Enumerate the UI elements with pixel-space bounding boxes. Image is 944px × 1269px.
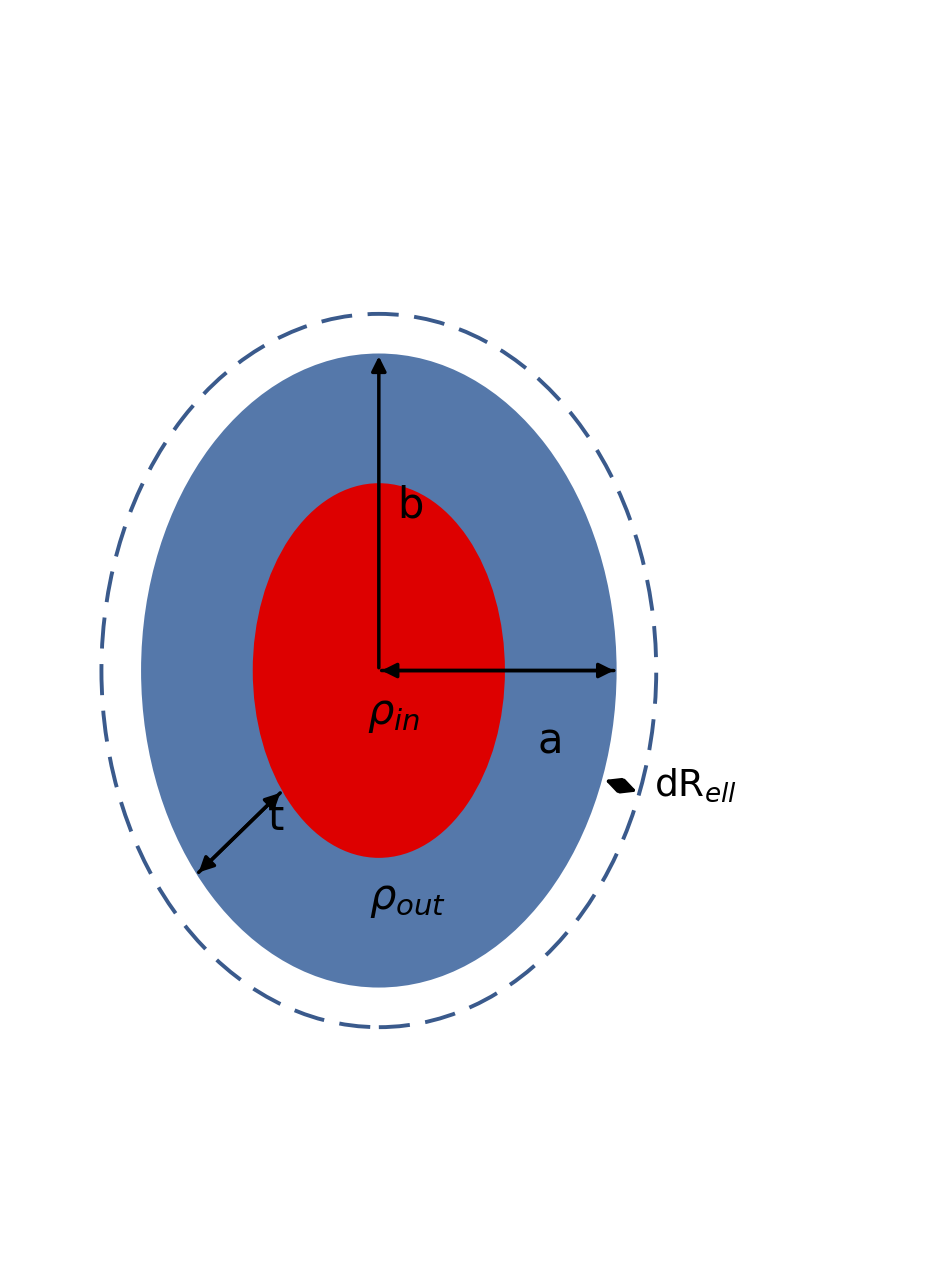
Text: a: a: [537, 721, 563, 763]
Ellipse shape: [141, 354, 615, 987]
Text: b: b: [396, 485, 423, 527]
Text: $\rho_{out}$: $\rho_{out}$: [369, 878, 446, 920]
Text: dR$_{ell}$: dR$_{ell}$: [653, 766, 736, 805]
Text: t: t: [268, 797, 284, 839]
Text: $\rho_{in}$: $\rho_{in}$: [366, 693, 419, 735]
Ellipse shape: [252, 483, 504, 858]
